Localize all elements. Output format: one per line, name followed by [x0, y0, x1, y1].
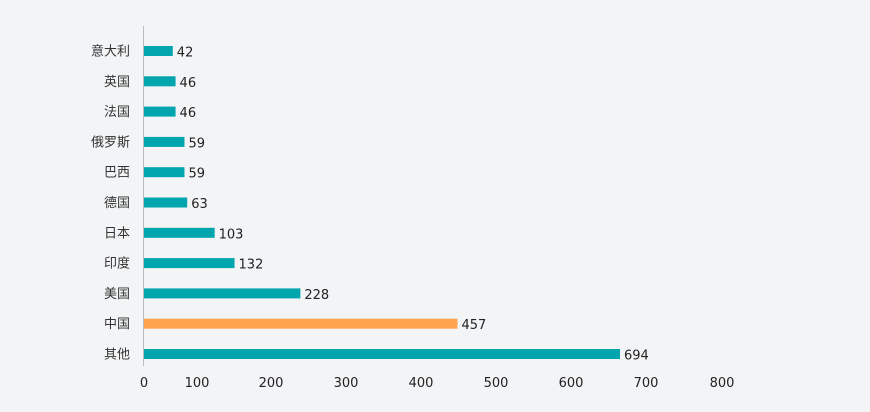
value-label: 103 [219, 227, 244, 242]
category-label: 日本 [104, 226, 130, 241]
category-label: 其他 [104, 348, 130, 363]
bar [144, 288, 301, 299]
category-label: 法国 [104, 105, 130, 120]
bar [144, 76, 176, 87]
category-label: 美国 [104, 287, 130, 302]
x-tick-label: 700 [634, 376, 659, 391]
bar [144, 258, 235, 269]
bar [144, 197, 188, 208]
value-label: 42 [177, 46, 194, 61]
x-tick-label: 500 [484, 376, 509, 391]
category-label: 印度 [104, 256, 130, 272]
category-label: 英国 [104, 75, 130, 90]
x-tick-label: 100 [185, 376, 210, 391]
x-tick-label: 0 [140, 376, 148, 391]
x-tick-label: 200 [259, 376, 284, 391]
value-label: 63 [191, 197, 208, 212]
category-label: 德国 [104, 196, 130, 211]
x-tick-label: 400 [409, 376, 434, 391]
bar [144, 136, 185, 147]
category-label: 俄罗斯 [91, 135, 130, 150]
value-label: 132 [239, 258, 264, 273]
value-label: 228 [304, 288, 329, 303]
value-label: 694 [624, 349, 649, 364]
category-label: 意大利 [91, 44, 130, 60]
bar [144, 318, 458, 329]
value-label: 46 [180, 106, 197, 121]
x-tick-label: 600 [559, 376, 584, 391]
bar [144, 167, 185, 178]
bar [144, 227, 215, 238]
x-tick-label: 300 [334, 376, 359, 391]
bar [144, 106, 176, 117]
category-label: 中国 [104, 317, 130, 332]
bar [144, 349, 620, 359]
value-label: 46 [180, 76, 197, 91]
x-tick-label: 800 [710, 376, 735, 391]
bar [144, 46, 173, 56]
value-label: 59 [188, 136, 205, 151]
value-label: 59 [188, 167, 205, 182]
category-label: 巴西 [104, 166, 130, 181]
value-label: 457 [461, 318, 486, 333]
